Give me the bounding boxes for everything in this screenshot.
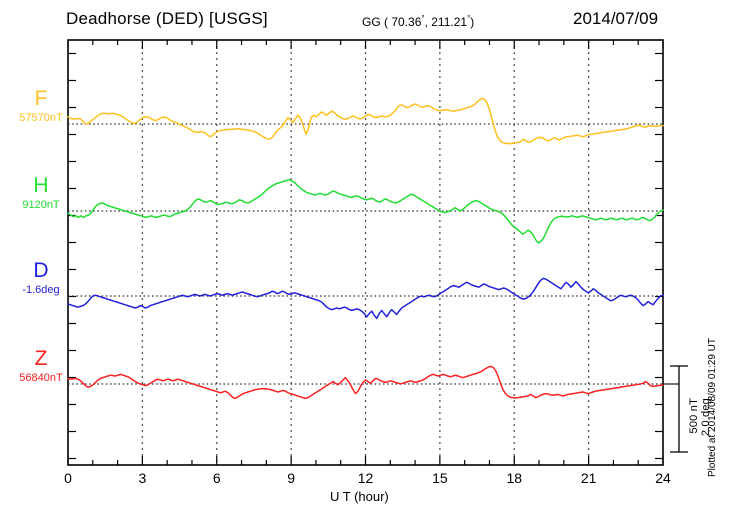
component-label-h: H 9120nT <box>22 175 59 212</box>
observation-date: 2014/07/09 <box>573 9 659 28</box>
x-tick-label: 24 <box>655 470 671 486</box>
component-baseline-f: 57570nT <box>19 112 63 124</box>
component-letter-h: H <box>33 174 49 197</box>
trace-D <box>67 277 664 320</box>
scale-bar-nt-label: 500 nT <box>688 398 700 434</box>
degree-symbol-lat: ° <box>421 14 425 23</box>
degree-symbol-lon: ° <box>467 14 471 23</box>
x-tick-label: 9 <box>287 470 296 486</box>
x-tick-label: 18 <box>506 470 523 486</box>
x-tick-label: 15 <box>432 470 448 486</box>
plotted-timestamp: Plotted at 2014/08/09 01:29 UT <box>707 338 718 477</box>
station-title: Deadhorse (DED) [USGS] <box>66 9 268 28</box>
x-tick-label: 3 <box>138 470 147 486</box>
component-letter-f: F <box>34 87 48 110</box>
component-baseline-h: 9120nT <box>22 199 60 211</box>
trace-H <box>67 179 664 244</box>
coords-separator: , <box>424 15 432 29</box>
x-tick-label: 0 <box>64 470 72 486</box>
component-letter-z: Z <box>34 347 48 370</box>
component-baseline-d: -1.6deg <box>22 284 60 296</box>
component-label-d: D -1.6deg <box>22 260 59 297</box>
coords-prefix: GG ( <box>362 15 392 29</box>
trace-Z <box>67 365 664 400</box>
component-baseline-z: 56840nT <box>19 372 63 384</box>
coords-latitude: 70.36 <box>391 15 422 29</box>
coords-longitude: 211.21 <box>431 15 468 29</box>
x-tick-label: 6 <box>212 470 221 486</box>
geographic-coordinates: GG ( 70.36°, 211.21°) <box>362 14 474 29</box>
component-letter-d: D <box>33 259 49 282</box>
x-axis-title: U T (hour) <box>330 489 389 504</box>
component-label-f: F 57570nT <box>19 88 62 125</box>
coords-suffix: ) <box>470 15 475 29</box>
x-tick-label: 12 <box>357 470 374 486</box>
x-tick-label: 21 <box>580 470 597 486</box>
trace-F <box>67 97 664 145</box>
component-label-z: Z 56840nT <box>19 348 62 385</box>
